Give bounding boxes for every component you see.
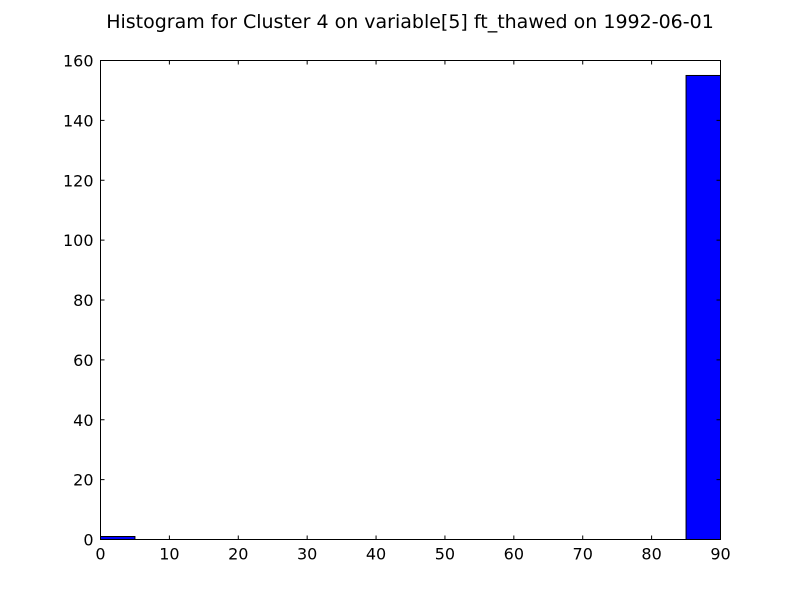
x-tick-label: 90 xyxy=(710,545,730,564)
histogram-bar xyxy=(685,74,721,540)
y-tick-label: 80 xyxy=(73,291,93,310)
ticks-layer: 0 10 20 30 40 50 60 70 80 90 0 20 40 60 80 100 120 140 160 xyxy=(63,52,731,564)
x-tick-label: 30 xyxy=(297,545,317,564)
x-tick-label: 50 xyxy=(435,545,455,564)
y-tick-label: 60 xyxy=(73,351,93,370)
y-tick-label: 160 xyxy=(63,52,94,71)
chart-title: Histogram for Cluster 4 on variable[5] f… xyxy=(106,11,714,33)
x-tick-label: 60 xyxy=(504,545,524,564)
x-tick-label: 70 xyxy=(573,545,593,564)
y-tick-label: 100 xyxy=(63,231,94,250)
y-tick-label: 40 xyxy=(73,411,93,430)
x-tick-label: 20 xyxy=(228,545,248,564)
bars-layer xyxy=(100,74,721,540)
y-tick-label: 140 xyxy=(63,111,94,130)
plot-frame xyxy=(100,60,721,540)
x-tick-label: 10 xyxy=(159,545,179,564)
y-tick-label: 0 xyxy=(83,531,93,550)
y-tick-label: 20 xyxy=(73,471,93,490)
x-tick-label: 40 xyxy=(366,545,386,564)
x-tick-label: 0 xyxy=(95,545,105,564)
y-tick-label: 120 xyxy=(63,171,94,190)
x-tick-label: 80 xyxy=(641,545,661,564)
